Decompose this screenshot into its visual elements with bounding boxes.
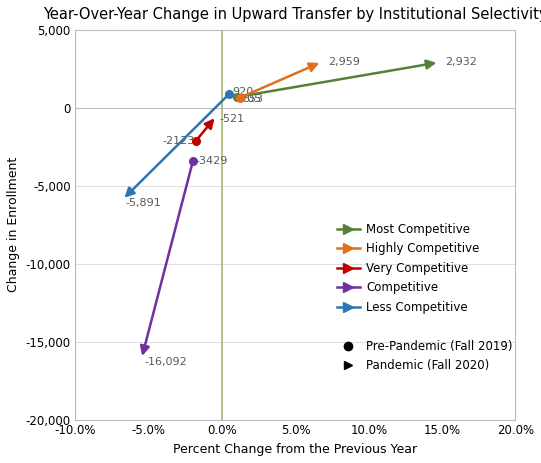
Text: 653: 653 [243,94,263,104]
Text: -5,891: -5,891 [126,198,161,208]
Text: 705: 705 [240,94,261,104]
Text: 2,959: 2,959 [328,57,360,67]
X-axis label: Percent Change from the Previous Year: Percent Change from the Previous Year [174,443,418,456]
Y-axis label: Change in Enrollment: Change in Enrollment [7,157,20,293]
Text: -521: -521 [219,114,245,124]
Text: -16,092: -16,092 [144,357,187,367]
Legend: Most Competitive, Highly Competitive, Very Competitive, Competitive, Less Compet: Most Competitive, Highly Competitive, Ve… [337,223,513,372]
Text: -2123: -2123 [162,136,194,146]
Text: 2,932: 2,932 [445,57,477,67]
Text: 920: 920 [233,87,254,97]
Title: Year-Over-Year Change in Upward Transfer by Institutional Selectivity: Year-Over-Year Change in Upward Transfer… [43,7,541,22]
Text: -3429: -3429 [196,156,228,166]
